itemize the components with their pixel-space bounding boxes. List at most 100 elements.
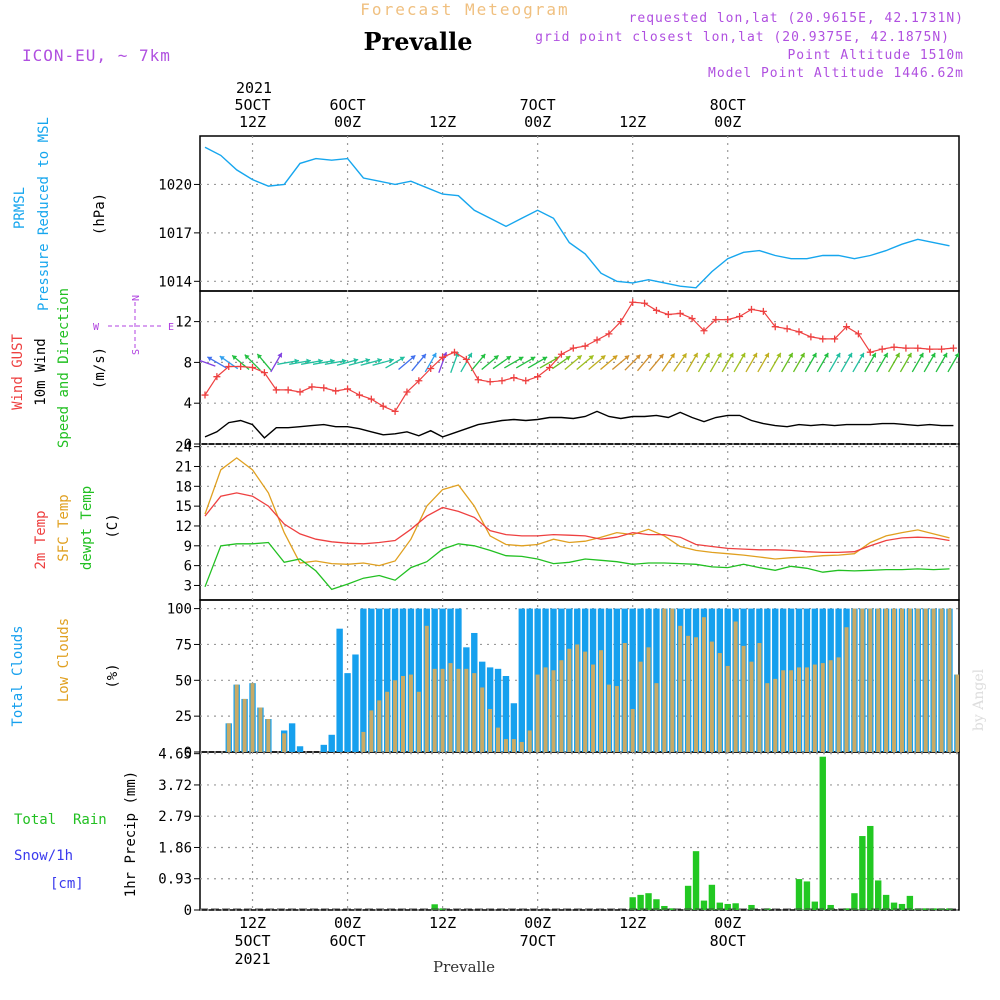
precip-layer <box>200 756 959 910</box>
wind-arrow <box>450 351 460 373</box>
total-cloud-bar <box>288 723 296 752</box>
grid-lines <box>194 136 959 911</box>
wind-10m-label: 10m Wind <box>33 338 49 405</box>
low-cloud-bar <box>480 687 485 752</box>
gust-marker <box>225 362 233 370</box>
precip-tick-label: 4.65 <box>158 747 192 763</box>
temperature-layer <box>204 457 950 591</box>
low-cloud-bar <box>496 727 501 752</box>
total-cloud-bar <box>376 608 383 752</box>
gust-marker <box>652 306 660 314</box>
wind-arrow-head <box>835 352 841 358</box>
rain-bar <box>843 908 850 910</box>
gust-marker <box>783 325 791 333</box>
low-cloud-bar <box>266 719 271 752</box>
wind-arrow <box>899 352 912 373</box>
gust-marker <box>296 388 304 396</box>
wind-arrow <box>911 352 924 373</box>
low-cloud-bar <box>377 700 382 752</box>
prmsl-label: PRMSL <box>12 187 28 229</box>
temp-panel-labels: 2m Temp SFC Temp dewpt Temp (C) <box>33 486 121 570</box>
watermark: by Angel <box>971 668 987 731</box>
temperature-tick-label: 9 <box>184 539 192 555</box>
gust-marker <box>498 377 506 385</box>
wind-arrow <box>686 352 699 373</box>
low-cloud-bar <box>844 627 849 752</box>
low-cloud-bar <box>583 651 588 752</box>
rain-bar <box>431 904 438 910</box>
wind-arrow <box>504 356 524 369</box>
rain-bar <box>890 902 898 910</box>
wind-arrow-head <box>530 356 536 362</box>
gust-marker <box>355 391 363 399</box>
wind-arrow-head <box>681 353 687 359</box>
wind-arrow <box>564 354 583 370</box>
gust-marker <box>617 318 625 326</box>
wind-arrow <box>864 352 877 373</box>
wind-arrow <box>372 358 394 366</box>
wind-arrow <box>947 352 959 373</box>
wind-arrow-head <box>588 355 594 361</box>
gust-marker <box>926 345 934 353</box>
wind-arrow-head <box>277 352 282 358</box>
low-cloud-bar <box>234 684 239 752</box>
rain-bar <box>653 899 660 910</box>
wind-arrow-head <box>365 358 371 364</box>
precip-tick-label: 2.79 <box>158 809 192 825</box>
rain-bar <box>906 895 914 910</box>
clouds-tick-label: 0 <box>184 745 192 761</box>
compass-east: E <box>168 322 174 333</box>
wind-arrow-head <box>811 352 817 358</box>
low-cloud-bar <box>741 645 746 752</box>
wind-arrow-head <box>646 353 652 359</box>
gust-marker <box>367 395 375 403</box>
gust-marker <box>914 344 922 352</box>
gust-marker <box>415 377 423 385</box>
total-cloud-bar <box>494 668 502 752</box>
wind-arrow-head <box>480 353 486 359</box>
total-cloud-bar <box>415 608 423 752</box>
gust-marker <box>771 323 779 331</box>
wind-arrow-head <box>658 353 664 359</box>
gust-marker <box>486 378 494 386</box>
gust-marker <box>320 384 328 392</box>
low-cloud-bar <box>401 676 405 752</box>
rain-bar <box>748 904 755 910</box>
temp-panel-frame <box>199 443 960 601</box>
bottom-date-label: 5OCT <box>234 932 270 950</box>
wind-arrow <box>256 353 272 372</box>
bottom-hour-label: 12Z <box>429 914 456 932</box>
bottom-location-label: Prevalle <box>433 958 495 976</box>
wind-arrow-head <box>219 356 225 361</box>
total-cloud-bar <box>526 608 533 752</box>
low-cloud-bar <box>440 668 445 752</box>
wind-arrow-head <box>600 355 606 361</box>
wind-arrow <box>840 352 853 373</box>
gust-marker <box>581 342 589 350</box>
clouds-tick-label: 25 <box>175 709 192 725</box>
rain-bar <box>708 884 716 910</box>
gust-marker <box>664 310 672 318</box>
low-cloud-bar <box>907 608 912 752</box>
total-cloud-bar <box>383 608 391 752</box>
low-cloud-bar <box>535 674 540 752</box>
wind-arrow-head <box>389 358 394 364</box>
low-cloud-bar <box>543 667 548 752</box>
low-cloud-bar <box>599 650 603 752</box>
low-cloud-bar <box>591 664 596 752</box>
rain-bar <box>803 881 811 910</box>
gust-marker <box>569 344 577 352</box>
total-cloud-bar <box>296 746 304 752</box>
wind-tick-label: 0 <box>184 437 192 453</box>
top-hour-label: 12Z <box>429 113 456 131</box>
wind-arrow-head <box>576 355 582 361</box>
low-cloud-bar <box>559 660 564 752</box>
low-cloud-bar <box>789 670 794 752</box>
top-hour-label: 12Z <box>619 113 646 131</box>
temperature-tick-label: 12 <box>175 519 192 535</box>
rain-bar <box>811 901 819 910</box>
rain-bar <box>629 897 636 910</box>
rain-bar <box>684 885 692 910</box>
gust-marker <box>249 364 257 371</box>
low-cloud-bar <box>701 617 706 752</box>
